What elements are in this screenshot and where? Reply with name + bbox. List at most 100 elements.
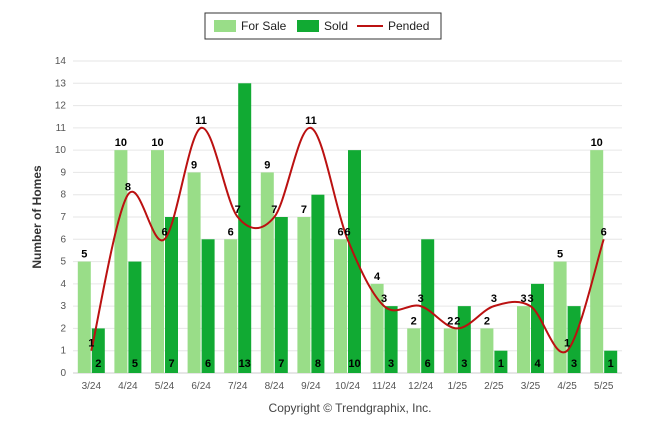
bar-for-sale-1/25 [443,328,457,373]
x-tick-label-1/25: 1/25 [448,381,468,392]
bar-sold-3/25 [531,283,544,373]
x-tick-label-5/24: 5/24 [155,381,175,392]
bar-sold-10/24 [348,150,361,373]
bar-for-sale-4/25 [553,261,567,373]
label-for-sale-10/24: 6 [337,226,343,238]
label-for-sale-5/25: 10 [591,137,603,149]
y-tick-label-1: 1 [60,346,66,357]
label-for-sale-8/24: 9 [264,159,270,171]
x-tick-label-6/24: 6/24 [191,381,211,392]
legend-label-sold: Sold [324,19,348,33]
label-for-sale-9/24: 7 [301,204,307,216]
bar-sold-1/25 [457,306,471,373]
y-tick-label-14: 14 [55,56,67,67]
label-pended-4/24: 8 [125,182,131,194]
label-pended-5/24: 6 [161,226,167,238]
label-sold-1/25: 3 [461,358,467,370]
y-tick-label-0: 0 [60,368,66,379]
label-for-sale-7/24: 6 [228,226,234,238]
x-tick-label-7/24: 7/24 [228,381,248,392]
label-pended-5/25: 6 [601,226,607,238]
label-for-sale-6/24: 9 [191,159,197,171]
label-pended-4/25: 1 [564,338,570,350]
label-sold-3/25: 4 [534,358,541,370]
copyright-footer: Copyright © Trendgraphix, Inc. [269,401,432,415]
label-for-sale-5/24: 10 [151,137,163,149]
bar-for-sale-2/25 [480,328,494,373]
label-sold-10/24: 10 [348,358,360,370]
y-tick-label-2: 2 [60,323,66,334]
x-tick-label-9/24: 9/24 [301,381,321,392]
y-tick-label-11: 11 [56,123,67,134]
bar-for-sale-3/24 [77,261,91,373]
label-pended-7/24: 7 [235,204,241,216]
x-tick-label-3/25: 3/25 [521,381,541,392]
bar-sold-3/24 [91,328,105,373]
x-tick-label-10/24: 10/24 [335,381,360,392]
label-sold-3/24: 2 [95,358,101,370]
x-tick-label-8/24: 8/24 [265,381,285,392]
label-sold-7/24: 13 [239,358,251,370]
bar-for-sale-11/24 [370,283,384,373]
x-tick-label-11/24: 11/24 [372,381,397,392]
x-tick-label-2/25: 2/25 [484,381,504,392]
bar-for-sale-7/24 [224,239,238,373]
label-pended-3/25: 3 [527,293,533,305]
legend-label-for-sale: For Sale [241,19,287,33]
label-pended-12/24: 3 [418,293,424,305]
label-pended-1/25: 2 [454,315,460,327]
label-sold-5/25: 1 [608,358,614,370]
bar-for-sale-3/25 [517,306,530,373]
y-tick-label-6: 6 [60,234,66,245]
label-for-sale-3/25: 3 [520,293,526,305]
label-for-sale-4/24: 10 [115,137,127,149]
x-tick-label-3/24: 3/24 [82,381,102,392]
bar-for-sale-4/24 [114,150,128,373]
label-pended-9/24: 11 [305,115,317,127]
legend-box [204,12,442,40]
bar-sold-4/24 [128,261,142,373]
label-sold-12/24: 6 [425,358,431,370]
bar-sold-9/24 [311,194,325,373]
label-sold-11/24: 3 [388,358,394,370]
bar-sold-7/24 [238,83,252,374]
label-sold-9/24: 8 [315,358,321,370]
legend-label-pended: Pended [388,19,429,33]
y-tick-label-9: 9 [60,167,66,178]
bar-sold-11/24 [384,306,398,373]
label-sold-5/24: 7 [168,358,174,370]
label-pended-6/24: 11 [195,115,207,127]
label-sold-8/24: 7 [278,358,284,370]
x-tick-label-4/24: 4/24 [118,381,138,392]
y-tick-label-3: 3 [60,301,66,312]
x-tick-label-12/24: 12/24 [408,381,433,392]
y-tick-label-5: 5 [60,257,66,268]
bar-sold-8/24 [274,217,288,373]
y-tick-label-13: 13 [55,78,67,89]
bar-for-sale-6/24 [187,172,201,373]
bar-sold-5/25 [604,350,618,373]
label-sold-4/25: 3 [571,358,577,370]
label-pended-11/24: 3 [381,293,387,305]
y-tick-label-8: 8 [60,190,66,201]
y-tick-label-10: 10 [55,145,67,156]
label-sold-6/24: 6 [205,358,211,370]
pended-line-layer [90,126,605,354]
legend-swatch-sold [297,20,319,32]
bar-sold-12/24 [421,239,435,373]
pended-line [90,126,605,354]
label-for-sale-3/24: 5 [81,249,87,261]
gridlines [73,60,622,374]
bar-sold-5/24 [165,217,178,373]
label-pended-10/24: 6 [344,226,350,238]
x-axis-ticks: 3/24 4/24 5/24 6/24 7/24 8/24 9/24 10/24 11/24 12… [82,381,614,392]
bar-for-sale-12/24 [407,328,421,373]
y-axis-title: Number of Homes [30,165,44,269]
bar-sold-2/25 [494,350,508,373]
y-tick-label-7: 7 [60,212,66,223]
label-for-sale-11/24: 4 [374,271,381,283]
label-for-sale-1/25: 2 [447,315,453,327]
bar-for-sale-8/24 [260,172,274,373]
